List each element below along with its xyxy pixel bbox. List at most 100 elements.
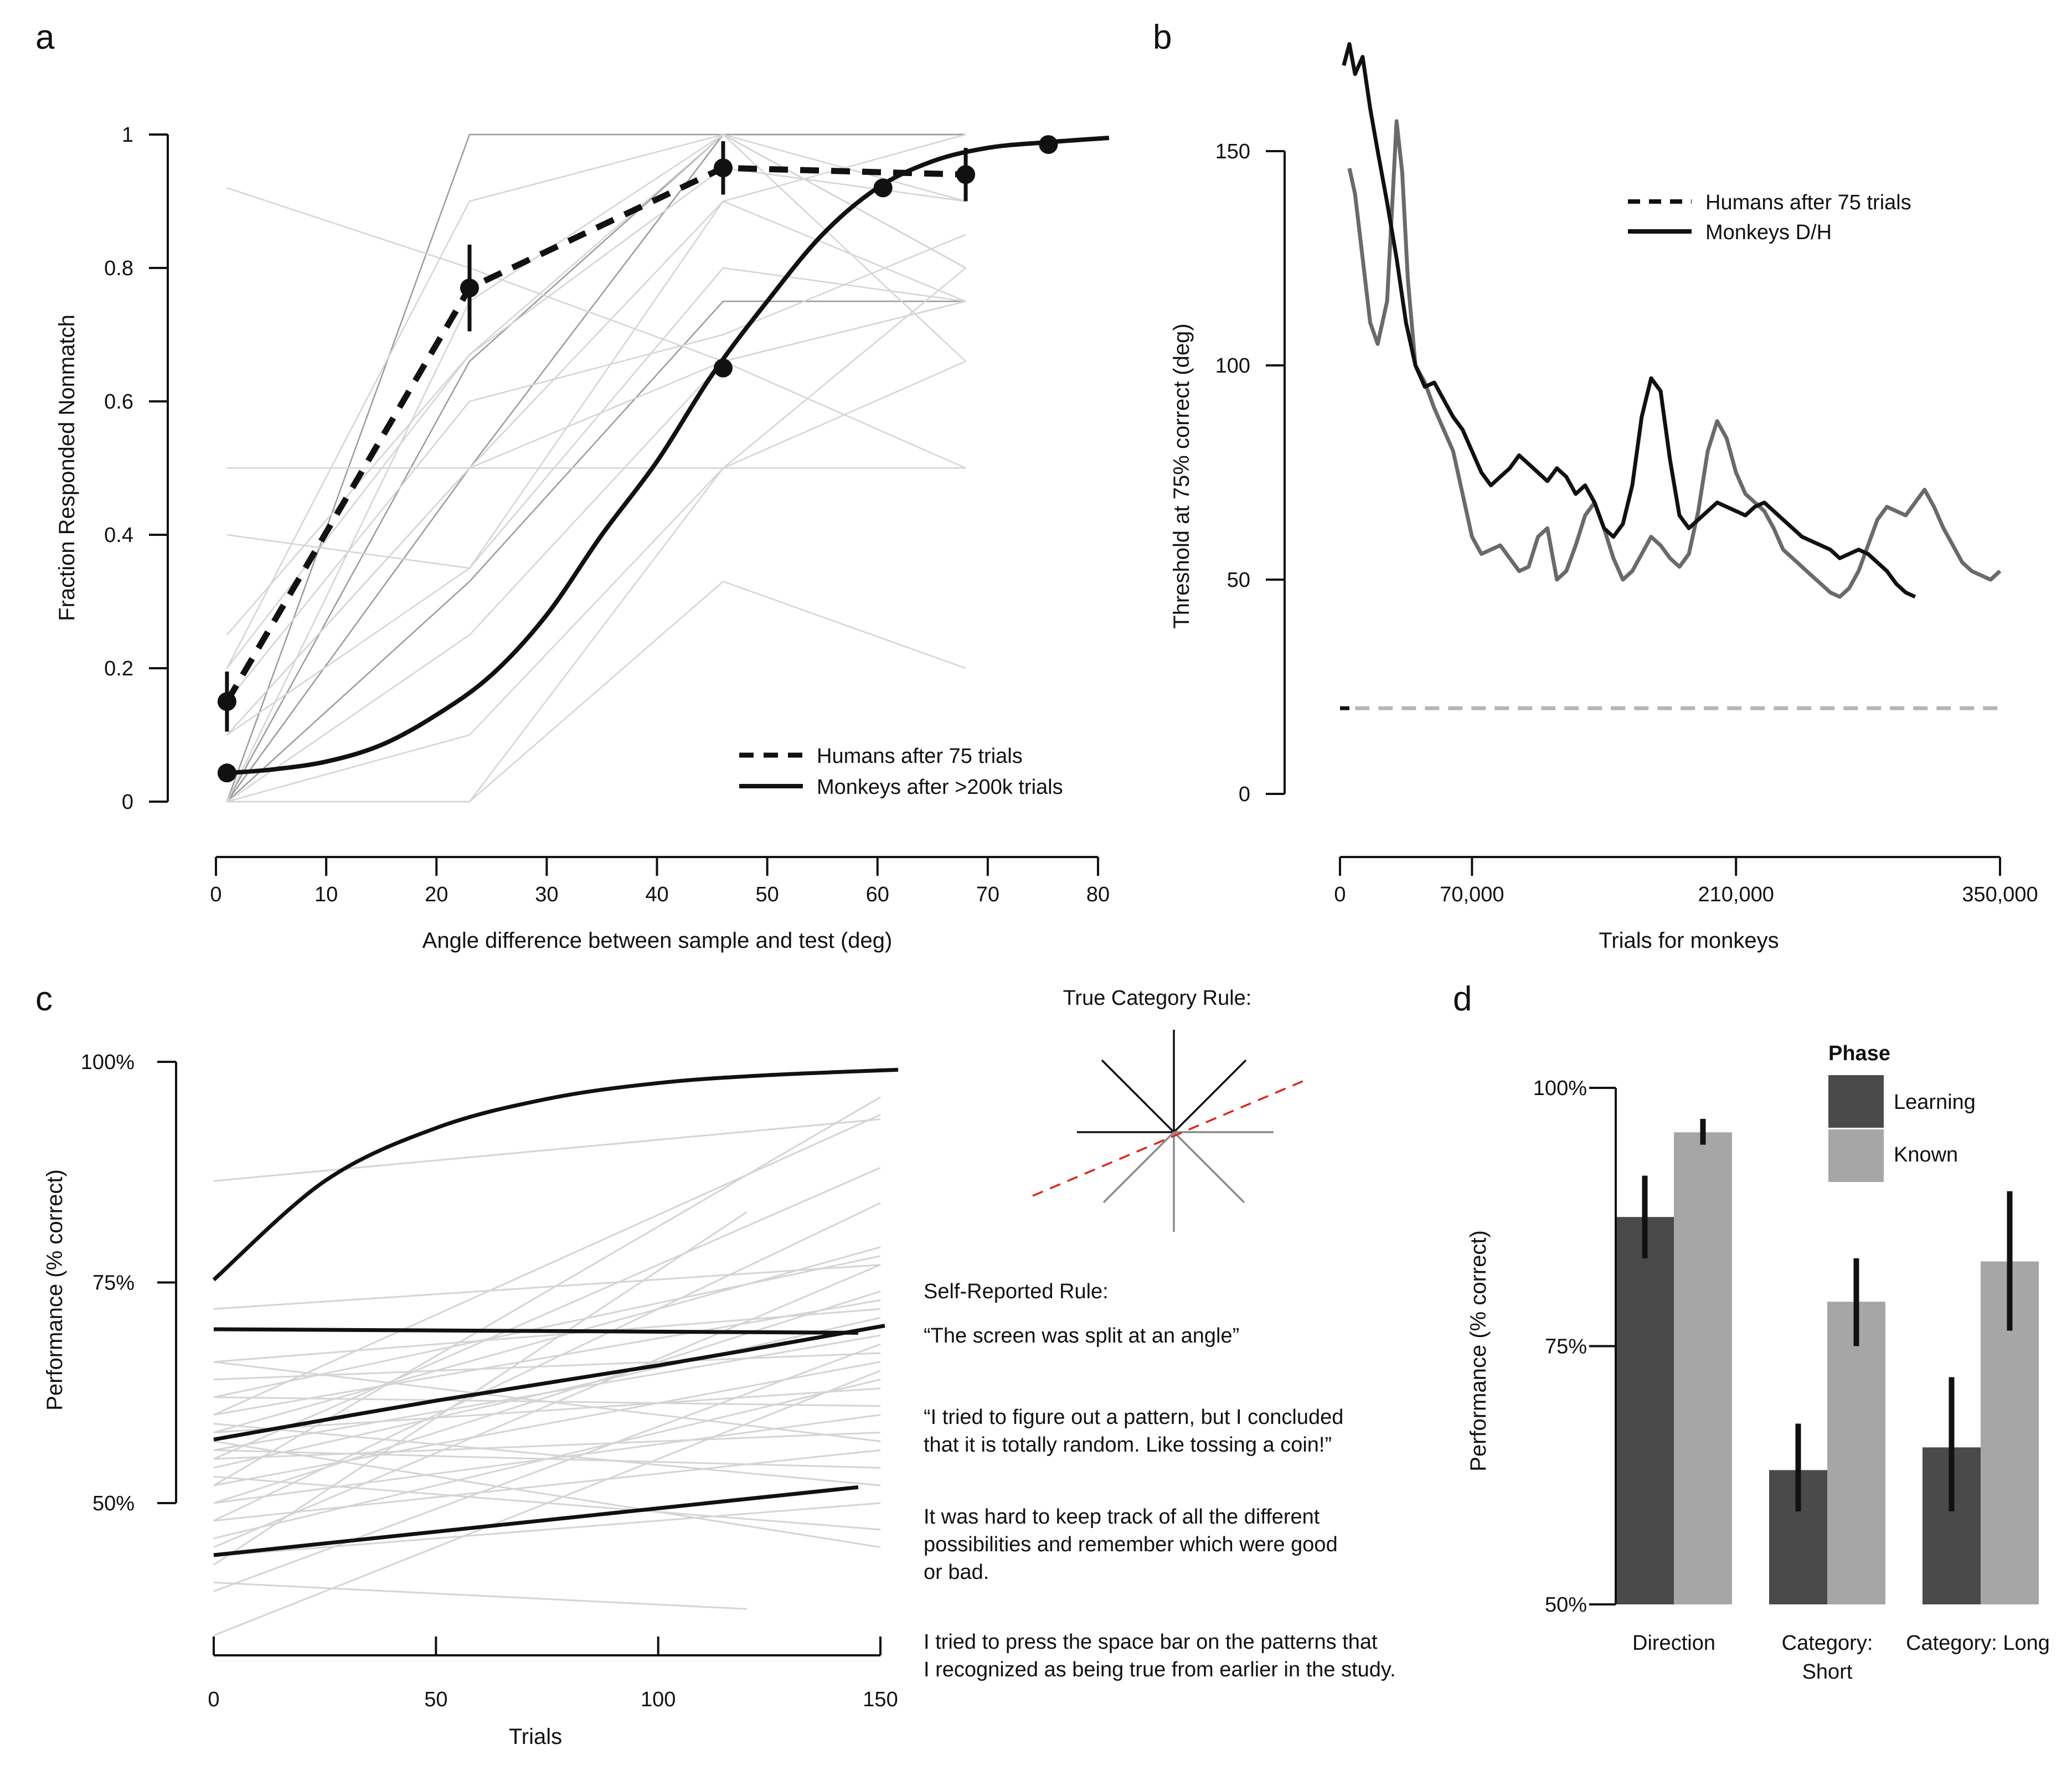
panel-a-axes: 00.20.40.60.810 10 20 30 40 50 60 70 80	[104, 123, 1110, 906]
x-axis-label: Trials	[509, 1725, 562, 1749]
category-label: Category: Long	[1906, 1632, 2050, 1655]
individual-fit-line	[213, 1387, 881, 1433]
individual-human-line	[226, 467, 966, 736]
bar-known	[1674, 1132, 1732, 1604]
y-tick-label: 50%	[1545, 1593, 1587, 1617]
humans-data-point	[956, 165, 976, 184]
y-tick-label: 150	[1215, 140, 1250, 163]
individual-fit-line	[213, 1370, 881, 1637]
rule-ray	[1173, 1059, 1247, 1133]
individual-human-line	[226, 133, 966, 569]
individual-fit-line	[213, 1343, 881, 1592]
individual-fit-line	[213, 1202, 881, 1522]
quote: “The screen was split at an angle”	[924, 1324, 1239, 1348]
quote-line: “I tried to figure out a pattern, but I …	[924, 1406, 1343, 1429]
monkey-h-threshold-line	[1347, 119, 2002, 599]
individual-fit-line	[213, 1423, 881, 1486]
individual-human-line	[226, 234, 966, 703]
rule-ray	[1102, 1131, 1175, 1204]
panel-d-bars	[1616, 1118, 2039, 1604]
category-labels: Direction Category: Short Category: Long	[1632, 1632, 2050, 1684]
individual-fit-lines	[213, 1096, 881, 1637]
x-tick-label: 210,000	[1698, 883, 1774, 906]
legend-label: Humans after 75 trials	[1705, 191, 1911, 214]
x-tick-label: 10	[315, 883, 338, 906]
x-tick-label: 30	[535, 883, 558, 906]
individual-fit-line	[213, 1449, 881, 1522]
individual-fit-line	[213, 1166, 881, 1460]
legend-label: Monkeys after >200k trials	[817, 776, 1063, 799]
individual-fit-line	[213, 1361, 881, 1486]
quote-line: or bad.	[924, 1561, 989, 1584]
y-axis-label: Threshold at 75% correct (deg)	[1169, 323, 1194, 628]
individual-human-line	[226, 133, 966, 636]
quote-line: “The screen was split at an angle”	[924, 1324, 1239, 1348]
individual-fit-line	[213, 1299, 881, 1416]
individual-fit-line	[213, 1096, 881, 1486]
y-tick-label: 0	[1239, 783, 1250, 806]
y-tick-label: 50%	[92, 1492, 135, 1515]
highlighted-fit-curve	[213, 1324, 885, 1442]
individual-fit-line	[213, 1361, 881, 1442]
y-tick-label: 100	[1215, 354, 1250, 378]
legend-label: Humans after 75 trials	[817, 745, 1023, 768]
panel-letter-d: d	[1453, 980, 1472, 1018]
true-category-rule-title: True Category Rule:	[1063, 987, 1252, 1010]
panel-letter-c: c	[35, 980, 53, 1018]
x-tick-label: 20	[425, 883, 448, 906]
monkeys-data-point	[1039, 135, 1058, 154]
individual-human-line	[226, 133, 966, 669]
panel-letter-a: a	[35, 18, 55, 56]
individual-fit-line	[213, 1581, 748, 1610]
quote-line: It was hard to keep track of all the dif…	[924, 1505, 1320, 1529]
monkeys-data-point	[217, 763, 236, 783]
panel-letter-b: b	[1153, 18, 1172, 56]
highlighted-fit-curve	[212, 1067, 899, 1282]
individual-fit-line	[213, 1264, 881, 1548]
x-tick-label: 0	[210, 883, 221, 906]
panel-c-chart: 50% 75% 100% 0 50 100 150 Trials Performance (…	[43, 987, 1396, 1749]
humans-data-point	[460, 278, 479, 298]
quote: It was hard to keep track of all the dif…	[924, 1505, 1343, 1584]
category-label: Short	[1802, 1660, 1853, 1684]
category-rule-diagram	[1032, 1030, 1307, 1232]
legend-label: Monkeys D/H	[1705, 221, 1832, 244]
individual-fit-line	[213, 1440, 881, 1548]
y-tick-label: 75%	[1545, 1335, 1587, 1359]
quote-line: I tried to press the space bar on the pa…	[924, 1630, 1378, 1654]
quote-line: that it is totally random. Like tossing …	[924, 1433, 1332, 1457]
individual-fit-line	[213, 1449, 881, 1469]
y-tick-label: 100%	[1533, 1077, 1587, 1100]
individual-fit-line	[213, 1431, 881, 1460]
individual-fit-line	[213, 1255, 881, 1398]
quote: “I tried to figure out a pattern, but I …	[924, 1406, 1349, 1457]
y-tick-label: 0.2	[104, 657, 133, 680]
x-tick-label: 100	[641, 1688, 676, 1711]
x-tick-label: 50	[755, 883, 779, 906]
y-tick-label: 0.8	[104, 257, 133, 280]
individual-human-line	[226, 360, 966, 803]
individual-human-line	[226, 167, 966, 669]
panel-d-axes: 50% 75% 100%	[1533, 1077, 1617, 1617]
monkeys-data-point	[713, 358, 733, 378]
x-tick-label: 40	[645, 883, 668, 906]
panel-a-chart: 00.20.40.60.810 10 20 30 40 50 60 70 80 Angle di…	[55, 123, 1110, 953]
monkeys-data-point	[873, 178, 893, 198]
individual-fit-line	[213, 1290, 881, 1504]
category-label: Category:	[1782, 1632, 1873, 1655]
panel-b-chart: 0 50 100 150 0 70,000 210,000 350,000 Trials fo…	[1169, 42, 2038, 953]
quote-line: I recognized as being true from earlier …	[924, 1658, 1396, 1681]
legend-swatch-learning	[1828, 1075, 1884, 1128]
x-tick-label: 70,000	[1440, 883, 1504, 906]
y-tick-label: 75%	[92, 1272, 135, 1295]
x-tick-label: 0	[208, 1688, 219, 1711]
y-axis-label: Performance (% correct)	[43, 1169, 67, 1411]
legend-title: Phase	[1828, 1042, 1890, 1065]
legend-label: Learning	[1894, 1091, 1976, 1114]
legend-swatch-known	[1828, 1129, 1884, 1182]
quote: I tried to press the space bar on the pa…	[924, 1630, 1396, 1681]
x-axis-label: Angle difference between sample and test…	[422, 928, 893, 953]
individual-human-line	[226, 301, 966, 803]
y-tick-label: 0.6	[104, 390, 133, 414]
individual-fit-line	[213, 1264, 881, 1310]
